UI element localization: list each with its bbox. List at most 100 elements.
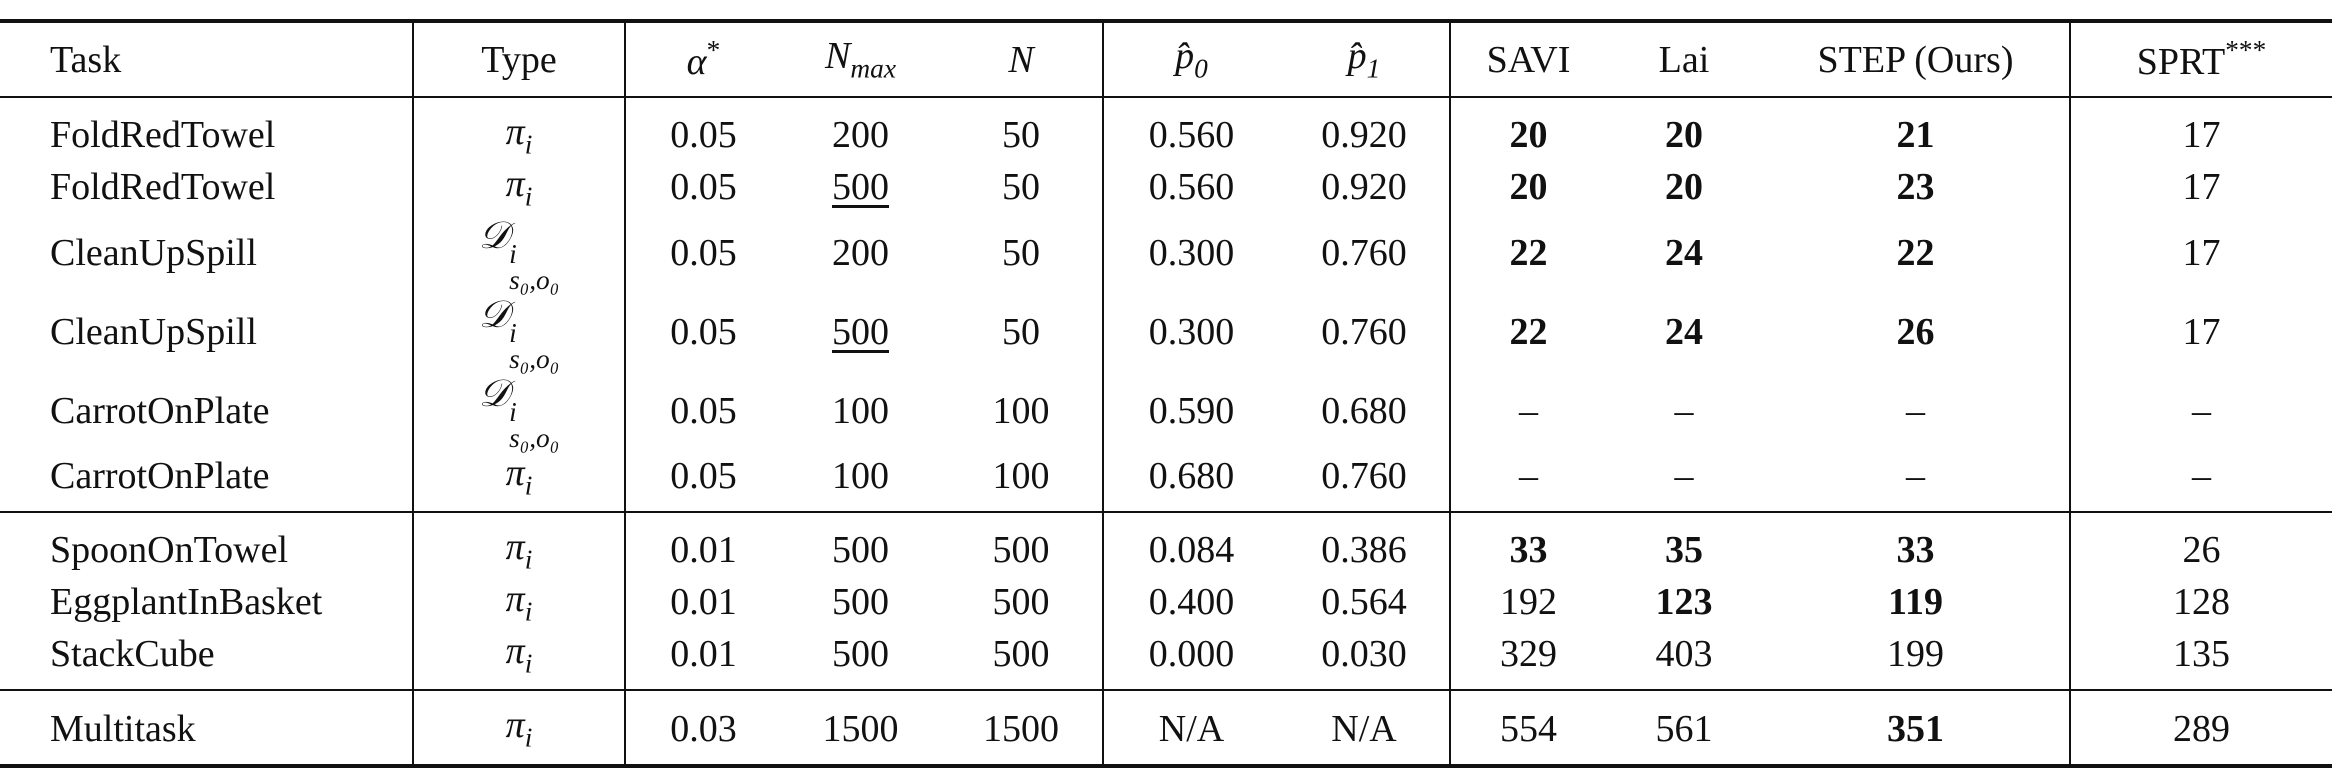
cell: 17 [2069,160,2332,214]
cell-text: 0.05 [670,454,737,497]
cell: 33 [1449,512,1606,576]
cell: CarrotOnPlate [0,372,413,451]
bold-text: 26 [1897,311,1935,353]
cell: – [1449,371,1606,451]
cell-text: FoldRedTowel [50,114,276,157]
bold-text: 22 [1510,311,1548,353]
data-row: CarrotOnPlate πi 0.05 100 100 0.680 0.760 – – – – [0,450,2332,513]
cell: 0.01 [624,512,781,576]
cell-text: – [2192,390,2211,433]
cell: 50 [940,214,1103,293]
cell: 128 [2069,575,2332,629]
cell-text: 20 [1665,166,1703,209]
cell-text: 199 [1887,633,1944,676]
cell: 20 [1606,97,1762,161]
cell-text: 0.560 [1148,166,1235,209]
cell: 199 [1762,629,2070,691]
cell: – [1606,372,1762,451]
data-row: StackCube πi 0.01 500 500 0.000 0.030 329 403 199… [0,628,2332,691]
cell: Multitask [0,690,413,766]
cell-text: N/A [1158,707,1225,750]
math-symbol: π [505,577,525,620]
cell: 35 [1606,512,1762,576]
cell-text: 500 [832,581,889,624]
row-group: SpoonOnTowel πi 0.01 500 500 0.084 0.386 33 35 33… [0,512,2332,691]
cell: 0.300 [1102,292,1279,372]
cell-text: 0.760 [1321,454,1407,497]
cell: 500 [781,629,940,691]
cell: 0.920 [1279,161,1450,214]
bold-text: 24 [1665,232,1703,274]
subscript: i [524,129,533,160]
data-row: FoldRedTowel πi 0.05 500 50 0.560 0.920 20 20 23 1… [0,160,2332,214]
cell: 50 [940,161,1103,214]
cell-text: Type [481,38,557,81]
label-text: SPRT [2136,41,2226,84]
cell: 100 [781,451,940,513]
cell-text: 500 [992,581,1050,624]
cell-text: 0.05 [670,232,737,275]
cell: 20 [1449,160,1606,214]
cell: 0.760 [1279,451,1450,513]
cell-text: 0.05 [670,390,737,433]
cell: – [1449,450,1606,513]
cell-text: 500 [832,166,889,209]
cell: 500 [940,512,1103,576]
cell: 192 [1449,575,1606,629]
cell: 22 [1449,292,1606,372]
row-group: Multitask πi 0.03 1500 1500 N/A N/A 554 561 351 28… [0,690,2332,766]
math-symbol: π [505,704,525,747]
cell: πi [412,575,625,629]
bold-text: 22 [1510,232,1548,274]
cell-text: 100 [832,454,889,497]
cell: EggplantInBasket [0,576,413,629]
math-symbol: π [505,162,525,205]
sup-sub: i s₀,o₀ [509,398,560,453]
cell: 0.400 [1102,575,1279,629]
cell: 0.01 [624,575,781,629]
bold-text: 33 [1510,529,1548,571]
cell-text: N/A [1331,707,1397,750]
bold-text: 119 [1888,581,1943,623]
bold-text: 20 [1510,114,1548,156]
data-row: SpoonOnTowel πi 0.01 500 500 0.084 0.386 33 35 33… [0,512,2332,576]
cell-text: 22 [1896,232,1935,275]
cell-text: 500 [832,633,889,676]
cell-text: CarrotOnPlate [50,390,270,433]
cell: πi [412,628,625,691]
cell-text: 17 [2182,311,2221,354]
cell-text: 123 [1655,581,1713,624]
cell: 26 [2069,512,2332,576]
cell-text: Task [50,38,122,81]
cell-text: 0.300 [1148,232,1235,275]
cell-text: – [2192,454,2211,497]
cell-text: 329 [1500,633,1557,676]
subscript: s₀,o₀ [509,422,560,453]
cell: – [2069,371,2332,451]
cell-text: – [1674,454,1694,497]
cell: 100 [940,372,1103,451]
cell-text: – [1674,390,1694,433]
cell-text: CarrotOnPlate [50,454,270,497]
cell-text: 0.01 [670,581,737,624]
cell-text: 0.05 [670,166,737,209]
subscript: 0 [1194,53,1208,84]
bold-text: 24 [1665,311,1703,353]
math-symbol: π [505,111,525,153]
cell: 24 [1606,214,1762,293]
cell: 500 [781,512,940,576]
cell-text: 200 [832,114,889,157]
math-symbol: N [825,35,851,78]
header-cell: Task [0,21,413,97]
row-group: FoldRedTowel πi 0.05 200 50 0.560 0.920 20 20 21 1… [0,97,2332,513]
cell: 561 [1606,690,1762,766]
header-cell: N [940,21,1103,97]
cell: 23 [1762,161,2070,214]
subscript: i [524,596,533,627]
cell-text: 1500 [822,707,899,750]
sup-sub: i s₀,o₀ [509,319,559,372]
cell-text: 20 [1509,114,1548,157]
